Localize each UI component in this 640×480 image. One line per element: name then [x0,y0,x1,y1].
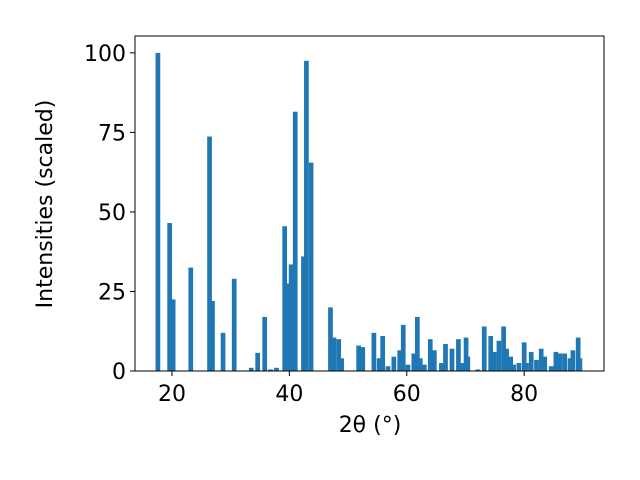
bar [356,345,361,371]
bar [282,226,288,371]
bar [231,278,237,371]
bar [475,369,481,371]
bar [331,337,337,371]
y-tick-label: 0 [112,360,126,385]
plot-frame [134,35,605,372]
y-axis-label: Intensities (scaled) [33,100,58,309]
bar [380,336,386,371]
bar [155,52,161,371]
bar [248,367,254,371]
bar [459,363,465,371]
bar [501,326,506,371]
bar [456,339,461,371]
bar [508,356,514,371]
bar [463,337,469,371]
bar [443,343,448,371]
bar [449,348,455,371]
bar [528,351,534,371]
y-tick-label: 75 [98,121,126,146]
bar [220,332,226,371]
y-tick-label: 100 [84,42,126,67]
bar [481,326,487,371]
bar [567,358,573,371]
bar [371,332,377,371]
bar [262,316,268,371]
bar [391,356,397,371]
bar [360,347,366,371]
bar [524,363,529,371]
bar [167,223,172,371]
bar [417,358,423,371]
x-tick-label: 60 [393,382,421,407]
bar [521,342,527,371]
bar [422,364,427,371]
bar [255,352,261,371]
bar [427,339,433,371]
bar [488,336,494,371]
bar [301,256,306,371]
bar [292,111,298,372]
bar [577,358,583,371]
bar [553,351,559,371]
bar [439,363,444,371]
bar [308,162,314,371]
bar [465,356,471,371]
bar [511,364,516,371]
bar [491,351,497,371]
bar [570,350,576,371]
bar [562,353,568,371]
bar [557,353,563,371]
bar [575,337,581,371]
bar [188,267,194,371]
bar [339,358,344,371]
bar [432,350,437,371]
bar [400,324,406,371]
x-tick-label: 40 [275,382,303,407]
bar [504,348,509,371]
bar [285,283,290,371]
x-tick-label: 20 [158,382,186,407]
y-tick-label: 25 [98,280,126,305]
bar [414,316,420,371]
x-axis-label: 2θ (°) [339,413,402,438]
bar [376,358,382,371]
bar [542,356,548,371]
bar [496,340,502,371]
bar [288,264,294,371]
bar [170,299,176,371]
bar [385,366,391,371]
bar [328,307,333,371]
bar [516,363,522,371]
bar [207,136,212,371]
bar [397,350,403,371]
y-tick-label: 50 [98,201,126,226]
bar [411,353,417,371]
bar [274,367,279,371]
bar [268,369,273,371]
bar [548,366,554,371]
x-tick-label: 80 [510,382,538,407]
bar [534,359,539,371]
bar [538,348,544,371]
bar [304,60,309,371]
bar [210,301,215,371]
bar [405,364,411,371]
bar [336,339,342,371]
